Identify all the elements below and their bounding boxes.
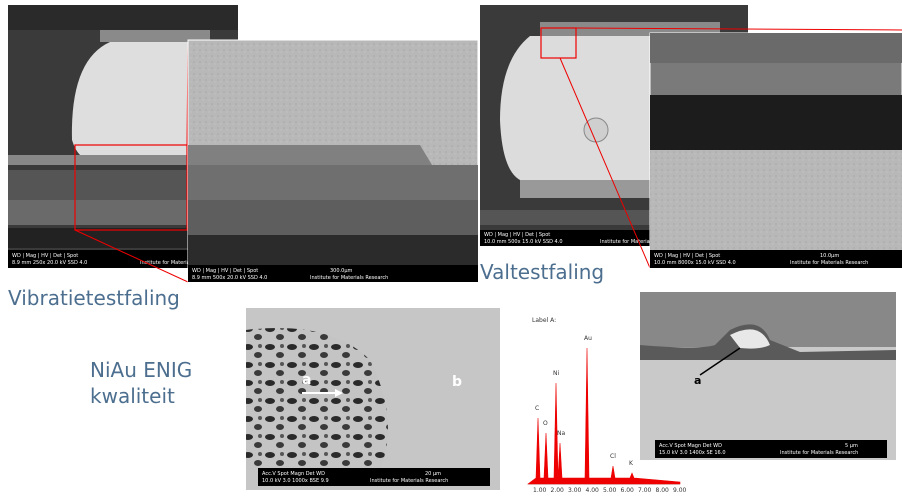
peak-label: O xyxy=(543,420,548,427)
params: 15.0 kV 3.0 1400x SE 16.0 xyxy=(659,450,726,456)
spectrum-title: Label A: xyxy=(532,317,556,324)
sem-vibration-zoom: WD | Mag | HV | Det | Spot 8.9 mm 500x 2… xyxy=(187,39,479,283)
institute: Institute for Materials Research xyxy=(780,450,858,456)
zoom-box xyxy=(540,27,577,59)
info-bar: WD | Mag | HV | Det | Spot xyxy=(654,253,720,259)
params: 8.9 mm 500x 20.0 kV SSD 4.0 xyxy=(192,275,267,281)
params: 10.0 mm 500x 15.0 kV SSD 4.0 xyxy=(484,239,563,245)
institute: Institute for Materials Research xyxy=(370,478,448,484)
caption: kwaliteit xyxy=(90,384,175,408)
eds-spectrum: Label A: C O Ni Na Au Cl K 1.00 2.00 3.00 4.00 5.00… xyxy=(527,317,687,494)
peak-label: Au xyxy=(584,335,592,342)
sem-detail: a Acc.V Spot Magn Det WD 15.0 kV 3.0 140… xyxy=(640,292,896,460)
peak-label: C xyxy=(535,405,539,412)
params: 10.0 kV 3.0 1000x BSE 9.9 xyxy=(262,478,329,484)
scale: 300.0µm xyxy=(330,268,352,274)
zoom-line xyxy=(74,229,189,283)
peak-label: Na xyxy=(557,430,565,437)
info-bar: Acc.V Spot Magn Det WD xyxy=(262,471,325,477)
institute: Institute for Materials Research xyxy=(310,275,388,281)
caption: Valtestfaling xyxy=(480,260,604,284)
params: 8.9 mm 250x 20.0 kV SSD 4.0 xyxy=(12,260,87,266)
info-bar: WD | Mag | HV | Det | Spot xyxy=(484,232,550,238)
info-bar: WD | Mag | HV | Det | Spot xyxy=(192,268,258,274)
scale: 10.0µm xyxy=(820,253,839,259)
spectrum-curve xyxy=(527,347,681,485)
x-tick-label: 3.00 xyxy=(568,487,582,494)
x-tick-label: 6.00 xyxy=(621,487,635,494)
x-tick-label: 9.00 xyxy=(673,487,687,494)
label: a xyxy=(302,372,311,388)
zoom-line xyxy=(575,27,902,31)
x-tick-label: 8.00 xyxy=(656,487,670,494)
x-tick-label: 2.00 xyxy=(551,487,565,494)
label: a xyxy=(694,374,701,387)
x-tick-label: 1.00 xyxy=(533,487,547,494)
x-tick-label: 4.00 xyxy=(586,487,600,494)
label: b xyxy=(452,374,462,390)
peak-label: K xyxy=(629,460,634,467)
peak-label: Ni xyxy=(553,370,559,377)
caption: NiAu ENIG xyxy=(90,358,192,382)
zoom-line xyxy=(559,57,651,269)
zoom-box xyxy=(74,144,188,231)
info-bar: Acc.V Spot Magn Det WD xyxy=(659,443,722,449)
institute: Institute for Materials Research xyxy=(790,260,868,266)
institute: Institute for Materials Research xyxy=(140,260,218,266)
scale: 5 µm xyxy=(845,443,858,449)
info-bar: WD | Mag | HV | Det | Spot xyxy=(12,253,78,259)
x-tick-label: 5.00 xyxy=(603,487,617,494)
params: 10.0 mm 8000x 15.0 kV SSD 4.0 xyxy=(654,260,736,266)
x-tick-label: 7.00 xyxy=(638,487,652,494)
peak-label: Cl xyxy=(610,453,616,460)
scale: 20 µm xyxy=(425,471,441,477)
caption: Vibratietestfaling xyxy=(8,286,180,310)
sem-drop-zoom: WD | Mag | HV | Det | Spot 10.0 mm 8000x… xyxy=(649,32,902,269)
micrograph: a b Acc.V Spot Magn Det WD 10.0 kV 3.0 1… xyxy=(246,308,500,490)
